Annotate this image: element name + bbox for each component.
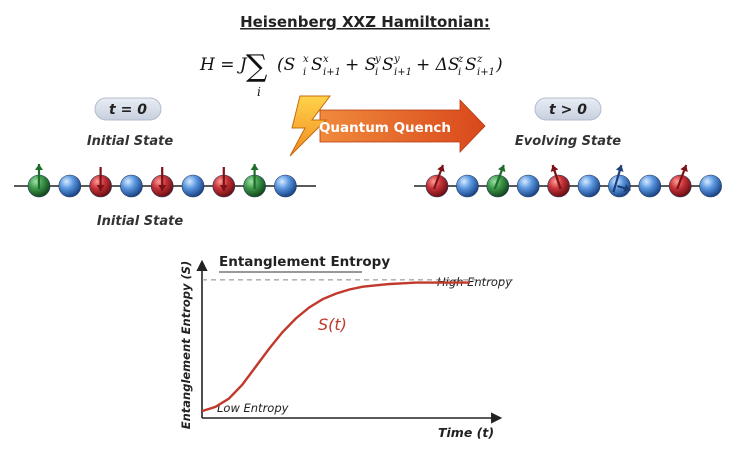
evolving-spin-10 bbox=[699, 174, 722, 198]
sub-i-1: i bbox=[303, 67, 306, 78]
initial-badge: t = 0 bbox=[94, 97, 162, 121]
entropy-chart: Entanglement Entropy Entanglement Entrop… bbox=[179, 254, 515, 440]
initial-spin-3-arrow-head bbox=[96, 185, 105, 191]
equation-term-4: S bbox=[382, 55, 394, 75]
curve-label: S(t) bbox=[318, 315, 347, 334]
initial-spin-4 bbox=[120, 174, 143, 198]
hamiltonian-title: Heisenberg XXZ Hamiltonian: bbox=[240, 13, 490, 31]
evolving-spin-7-arrow-b-head bbox=[623, 184, 631, 193]
sub-i1-3: i+1 bbox=[477, 67, 495, 78]
evolving-spin-7-arrow-head bbox=[615, 165, 624, 172]
initial-badge-label: t = 0 bbox=[109, 102, 147, 118]
evolving-spin-4 bbox=[516, 174, 540, 198]
initial-state-label-below: Initial State bbox=[97, 214, 184, 229]
sub-i-2: i bbox=[375, 67, 378, 78]
initial-spin-8-arrow-head bbox=[250, 164, 259, 170]
initial-state-label: Initial State bbox=[87, 134, 174, 149]
sub-i-3: i bbox=[458, 67, 461, 78]
evolving-spin-2 bbox=[456, 174, 479, 198]
sum-index: i bbox=[257, 85, 261, 99]
equation-term-1: (S bbox=[277, 55, 295, 75]
y-axis-label: Entanglement Entropy (S) bbox=[179, 261, 193, 430]
equation-term-5: + ΔS bbox=[416, 55, 460, 75]
evolving-spin-3 bbox=[486, 174, 510, 198]
equation-lhs: H = J bbox=[199, 55, 248, 75]
sum-symbol: ∑ bbox=[246, 49, 268, 84]
evolving-spin-9-arrow-head bbox=[680, 165, 688, 173]
evolving-spin-5-arrow-head bbox=[550, 165, 559, 172]
equation-close: ) bbox=[495, 55, 503, 75]
left-spin-chain bbox=[27, 164, 297, 198]
initial-spin-6 bbox=[181, 174, 205, 198]
evolving-badge: t > 0 bbox=[534, 97, 602, 121]
sup-y-1: y bbox=[374, 54, 381, 65]
lightning-bolt-icon bbox=[289, 95, 331, 157]
initial-spin-1-arrow-head bbox=[35, 164, 43, 170]
initial-spin-2 bbox=[58, 174, 82, 198]
high-entropy-label: High Entropy bbox=[437, 275, 512, 289]
quantum-quench-label: Quantum Quench bbox=[319, 120, 451, 136]
sup-z-2: z bbox=[476, 54, 483, 65]
evolving-state-label: Evolving State bbox=[515, 134, 621, 149]
sub-i1-1: i+1 bbox=[323, 67, 341, 78]
sub-i1-2: i+1 bbox=[394, 67, 412, 78]
sup-x-2: x bbox=[323, 54, 329, 65]
initial-spin-7-arrow-head bbox=[219, 185, 228, 191]
chart-title: Entanglement Entropy bbox=[219, 254, 390, 270]
evolving-spin-9 bbox=[668, 174, 692, 198]
hamiltonian-equation: H = J ∑ i (S x i S x i+1 + S y i S y i+1… bbox=[199, 49, 503, 99]
evolving-spin-1 bbox=[425, 174, 449, 198]
evolving-spin-3-arrow-head bbox=[497, 165, 506, 173]
evolving-spin-8 bbox=[638, 174, 662, 198]
x-axis-label: Time (t) bbox=[438, 425, 494, 440]
low-entropy-label: Low Entropy bbox=[217, 401, 289, 415]
right-spin-chain bbox=[425, 164, 722, 198]
sup-x-1: x bbox=[303, 54, 309, 65]
initial-spin-9 bbox=[274, 174, 297, 198]
sup-y-2: y bbox=[393, 54, 400, 65]
equation-term-6: S bbox=[465, 55, 477, 75]
sup-z-1: z bbox=[457, 54, 464, 65]
evolving-spin-1-arrow-head bbox=[437, 165, 445, 173]
evolving-badge-label: t > 0 bbox=[549, 102, 587, 118]
evolving-spin-6 bbox=[577, 174, 601, 198]
equation-term-3: + S bbox=[345, 55, 376, 75]
initial-spin-5-arrow-head bbox=[158, 185, 167, 191]
equation-term-2: S bbox=[311, 55, 323, 75]
entropy-curve bbox=[201, 281, 470, 413]
quantum-quench-arrow: Quantum Quench bbox=[289, 95, 486, 157]
